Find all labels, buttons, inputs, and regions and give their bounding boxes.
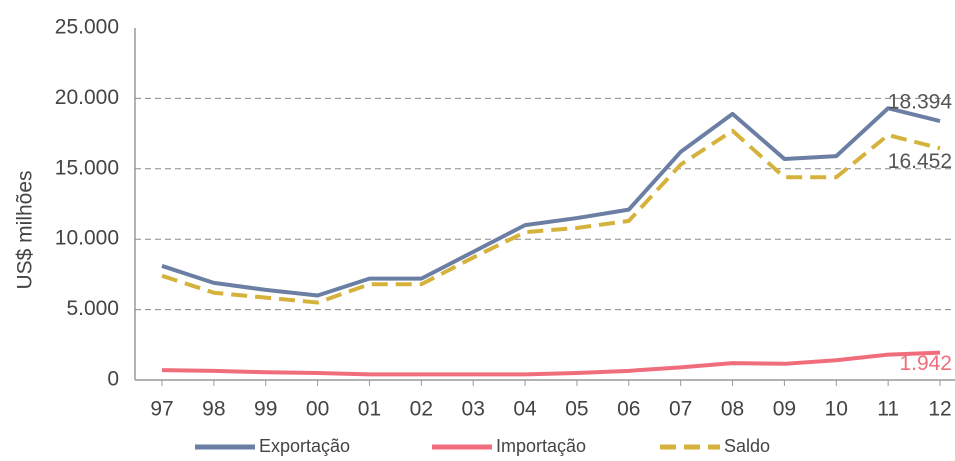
x-tick-label: 97 xyxy=(150,398,173,421)
y-tick-label: 5.000 xyxy=(66,297,119,320)
x-tick-label: 11 xyxy=(877,398,899,421)
x-tick-label: 98 xyxy=(202,398,225,421)
series-line xyxy=(161,128,941,305)
y-tick-label: 15.000 xyxy=(55,156,119,179)
legend-label: Exportação xyxy=(259,436,350,456)
x-tick-label: 09 xyxy=(773,398,796,421)
legend-label: Importação xyxy=(496,436,586,456)
x-tick-label: 06 xyxy=(617,398,640,421)
y-tick-label: 10.000 xyxy=(55,227,119,250)
x-tick-label: 05 xyxy=(565,398,588,421)
x-tick-label: 10 xyxy=(825,398,848,421)
x-tick-label: 03 xyxy=(462,398,485,421)
y-tick-label: 25.000 xyxy=(55,16,119,39)
y-axis-label: US$ milhões xyxy=(14,170,37,289)
x-tick-label: 08 xyxy=(721,398,744,421)
value-label: 16.452 xyxy=(888,150,952,173)
value-label: 18.394 xyxy=(888,91,953,114)
x-tick-label: 04 xyxy=(513,398,537,421)
x-tick-label: 99 xyxy=(254,398,277,421)
value-label: 1.942 xyxy=(899,352,952,375)
y-tick-label: 0 xyxy=(107,368,119,391)
x-tick-label: 07 xyxy=(669,398,692,421)
x-tick-label: 02 xyxy=(410,398,433,421)
series-line xyxy=(161,106,941,298)
x-tick-label: 00 xyxy=(306,398,329,421)
legend-label: Saldo xyxy=(724,436,770,456)
y-tick-label: 20.000 xyxy=(55,86,119,109)
x-tick-label: 12 xyxy=(928,398,951,421)
x-tick-label: 01 xyxy=(358,398,381,421)
series-line xyxy=(161,350,941,377)
